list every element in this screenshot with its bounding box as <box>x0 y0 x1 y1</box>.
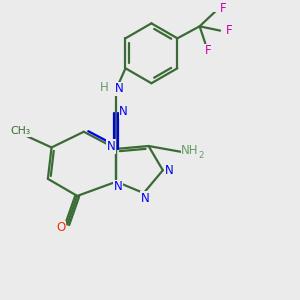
Text: CH₃: CH₃ <box>11 126 31 136</box>
Text: F: F <box>220 2 226 15</box>
Text: O: O <box>56 221 66 234</box>
Text: N: N <box>165 164 173 177</box>
Text: N: N <box>115 82 124 95</box>
Text: F: F <box>205 44 211 57</box>
Text: N: N <box>119 105 128 118</box>
Text: 2: 2 <box>199 151 204 160</box>
Text: N: N <box>107 140 116 153</box>
Text: H: H <box>100 81 109 94</box>
Text: N: N <box>113 180 122 193</box>
Text: F: F <box>225 24 232 37</box>
Text: NH: NH <box>181 144 199 158</box>
Text: N: N <box>141 192 149 205</box>
